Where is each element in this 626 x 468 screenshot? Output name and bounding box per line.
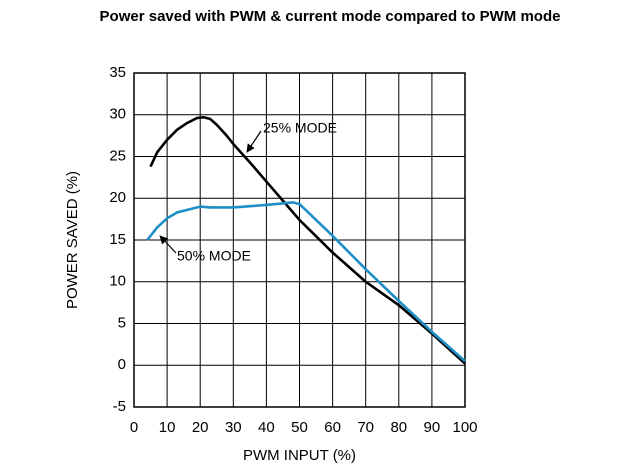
y-tick-label: 0 xyxy=(118,356,126,373)
x-tick-label: 70 xyxy=(357,419,374,436)
annotation: 50% MODE xyxy=(177,248,251,264)
y-tick-label: 20 xyxy=(109,189,126,206)
x-tick-label: 20 xyxy=(192,419,209,436)
x-tick-label: 30 xyxy=(225,419,242,436)
x-tick-label: 40 xyxy=(258,419,275,436)
y-tick-label: 30 xyxy=(109,106,126,123)
y-tick-label: 15 xyxy=(109,231,126,248)
series-line xyxy=(149,115,466,365)
chart-title: Power saved with PWM & current mode comp… xyxy=(99,8,561,25)
y-tick-label: 5 xyxy=(118,314,126,331)
y-axis-label: POWER SAVED (%) xyxy=(64,171,81,309)
x-axis-label: PWM INPUT (%) xyxy=(243,447,356,464)
annotation: 25% MODE xyxy=(263,120,337,136)
y-tick-label: -5 xyxy=(113,398,126,415)
x-tick-label: 100 xyxy=(452,419,477,436)
plot-frame xyxy=(133,72,466,408)
x-tick-label: 10 xyxy=(159,419,176,436)
x-tick-label: 80 xyxy=(390,419,407,436)
annotation-arrow xyxy=(246,130,262,153)
x-tick-label: 90 xyxy=(424,419,441,436)
series-line xyxy=(146,201,466,363)
y-tick-label: 35 xyxy=(109,64,126,81)
y-tick-label: 10 xyxy=(109,273,126,290)
x-tick-label: 0 xyxy=(130,419,138,436)
annotation-arrow xyxy=(159,235,177,254)
x-tick-label: 60 xyxy=(324,419,341,436)
y-tick-label: 25 xyxy=(109,147,126,164)
x-tick-label: 50 xyxy=(291,419,308,436)
